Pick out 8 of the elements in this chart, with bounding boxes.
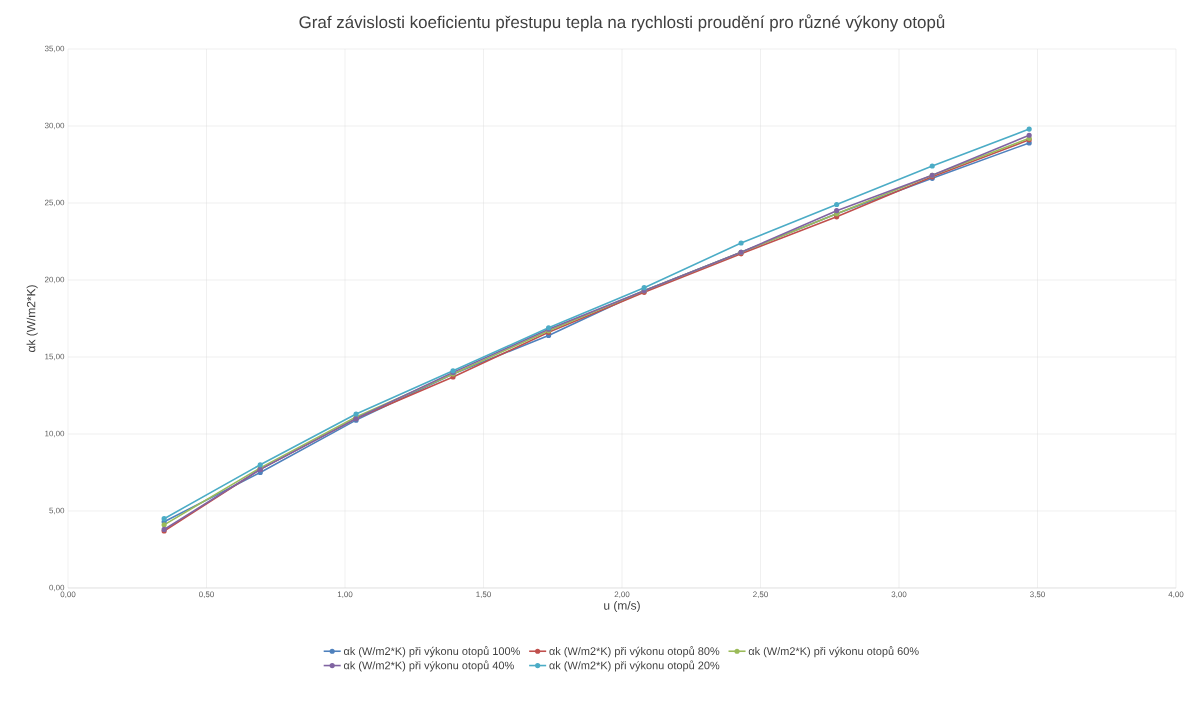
chart-title: Graf závislosti koeficientu přestupu tepla na rychlosti proudění pro různé výkony otopů xyxy=(299,14,945,32)
legend-label: αk (W/m2*K) při výkonu otopů 40% xyxy=(343,660,514,672)
x-axis-title: u (m/s) xyxy=(604,600,640,613)
legend-label: αk (W/m2*K) při výkonu otopů 80% xyxy=(549,646,720,658)
legend-label: αk (W/m2*K) při výkonu otopů 20% xyxy=(549,660,720,672)
y-axis-title: αk (W/m2*K) xyxy=(26,285,38,352)
legend-label: αk (W/m2*K) při výkonu otopů 100% xyxy=(343,646,520,658)
legend-label: αk (W/m2*K) při výkonu otopů 60% xyxy=(748,646,919,658)
